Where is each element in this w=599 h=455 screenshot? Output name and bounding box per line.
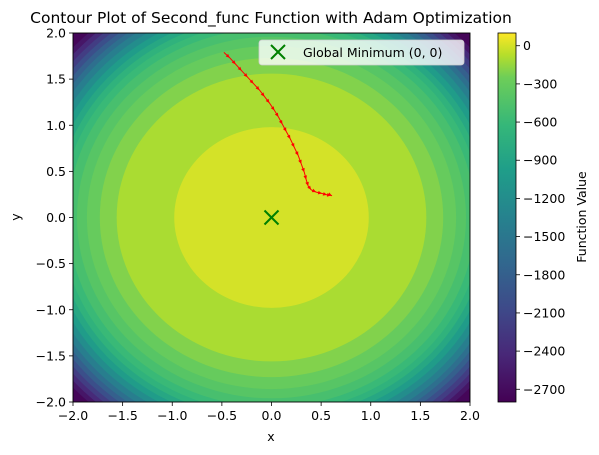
path-arrowhead: [286, 134, 291, 140]
colorbar-tick-label: −600: [523, 115, 557, 130]
colorbar-tick-label: −900: [523, 153, 557, 168]
x-tick-label: −1.5: [107, 408, 137, 423]
colorbar: 0 −300 −600 −900 −1200 −1500 −1800 −2100 −2400 −2…: [497, 32, 589, 403]
y-axis: −2.0 −1.5 −1.0 −0.5 0.0 0.5 1.0 1.5 2.0: [36, 26, 73, 410]
y-tick-label: 0.5: [46, 164, 66, 179]
x-axis-label: x: [267, 429, 274, 444]
colorbar-tick-label: −300: [523, 76, 557, 91]
x-tick-label: 0.5: [311, 408, 331, 423]
legend-x-icon: [270, 44, 286, 60]
colorbar-tick-label: −1200: [523, 191, 565, 206]
path-arrowhead: [282, 127, 287, 132]
legend-entry-global-minimum: Global Minimum (0, 0): [303, 45, 442, 60]
global-minimum-x-icon: [263, 209, 280, 226]
path-arrowhead: [311, 188, 317, 193]
path-arrowhead: [305, 181, 309, 187]
y-tick-label: 1.0: [46, 118, 66, 133]
path-arrowhead: [301, 167, 305, 173]
y-tick-label: 1.5: [46, 72, 66, 87]
colorbar-tick-label: −2400: [523, 344, 565, 359]
path-arrowhead: [265, 98, 270, 104]
colorbar-tick-label: −1800: [523, 267, 565, 282]
path-arrowhead: [237, 66, 242, 71]
path-arrowhead: [294, 151, 299, 156]
colorbar-frame: [497, 32, 517, 403]
path-arrowhead: [249, 79, 254, 84]
y-tick-label: −1.5: [36, 348, 66, 363]
x-tick-label: 2.0: [460, 408, 480, 423]
colorbar-tick-label: −2100: [523, 305, 565, 320]
x-tick-label: 0.0: [262, 408, 282, 423]
y-tick-label: 0.0: [46, 210, 66, 225]
colorbar-gradient: [498, 33, 516, 402]
colorbar-tick-label: −1500: [523, 229, 565, 244]
x-tick-label: 1.0: [361, 408, 381, 423]
contour-fill: [73, 33, 470, 402]
path-arrowhead: [322, 192, 328, 196]
y-tick-label: −2.0: [36, 395, 66, 410]
global-minimum-marker: [263, 209, 280, 226]
path-arrowhead: [303, 175, 307, 180]
legend-x-marker-icon: [270, 44, 286, 60]
path-arrowhead: [255, 86, 260, 91]
y-tick-label: −1.0: [36, 302, 66, 317]
path-arrowhead: [307, 185, 312, 190]
path-arrowhead: [260, 92, 265, 97]
x-tick-label: 1.5: [410, 408, 430, 423]
colorbar-ticks: 0 −300 −600 −900 −1200 −1500 −1800 −2100 −2400 −2…: [516, 38, 565, 397]
plot-area: [72, 32, 471, 403]
path-arrowhead: [278, 120, 283, 125]
colorbar-label: Function Value: [574, 171, 589, 263]
path-arrowhead: [327, 192, 332, 196]
x-tick-label: −0.5: [207, 408, 237, 423]
path-arrowhead: [317, 190, 323, 195]
x-tick-label: −2.0: [58, 408, 88, 423]
path-arrowhead: [225, 53, 230, 58]
colorbar-tick-label: 0: [523, 38, 531, 53]
path-arrowhead: [291, 143, 295, 148]
optimizer-path-markers: [225, 53, 332, 197]
path-arrowhead: [274, 112, 279, 117]
path-arrowhead: [270, 106, 275, 111]
path-arrowhead: [298, 159, 302, 164]
y-tick-label: 2.0: [46, 26, 66, 41]
legend-box: [258, 39, 465, 66]
path-arrowhead: [231, 60, 236, 65]
path-arrowhead: [243, 73, 248, 78]
x-tick-label: −1.0: [157, 408, 187, 423]
x-axis: −2.0 −1.5 −1.0 −0.5 0.0 0.5 1.0 1.5 2.0: [58, 402, 480, 423]
colorbar-tick-label: −2700: [523, 382, 565, 397]
legend: Global Minimum (0, 0): [258, 39, 465, 66]
y-axis-label: y: [8, 213, 23, 221]
y-tick-label: −0.5: [36, 256, 66, 271]
chart-title: Contour Plot of Second_func Function wit…: [30, 9, 512, 28]
